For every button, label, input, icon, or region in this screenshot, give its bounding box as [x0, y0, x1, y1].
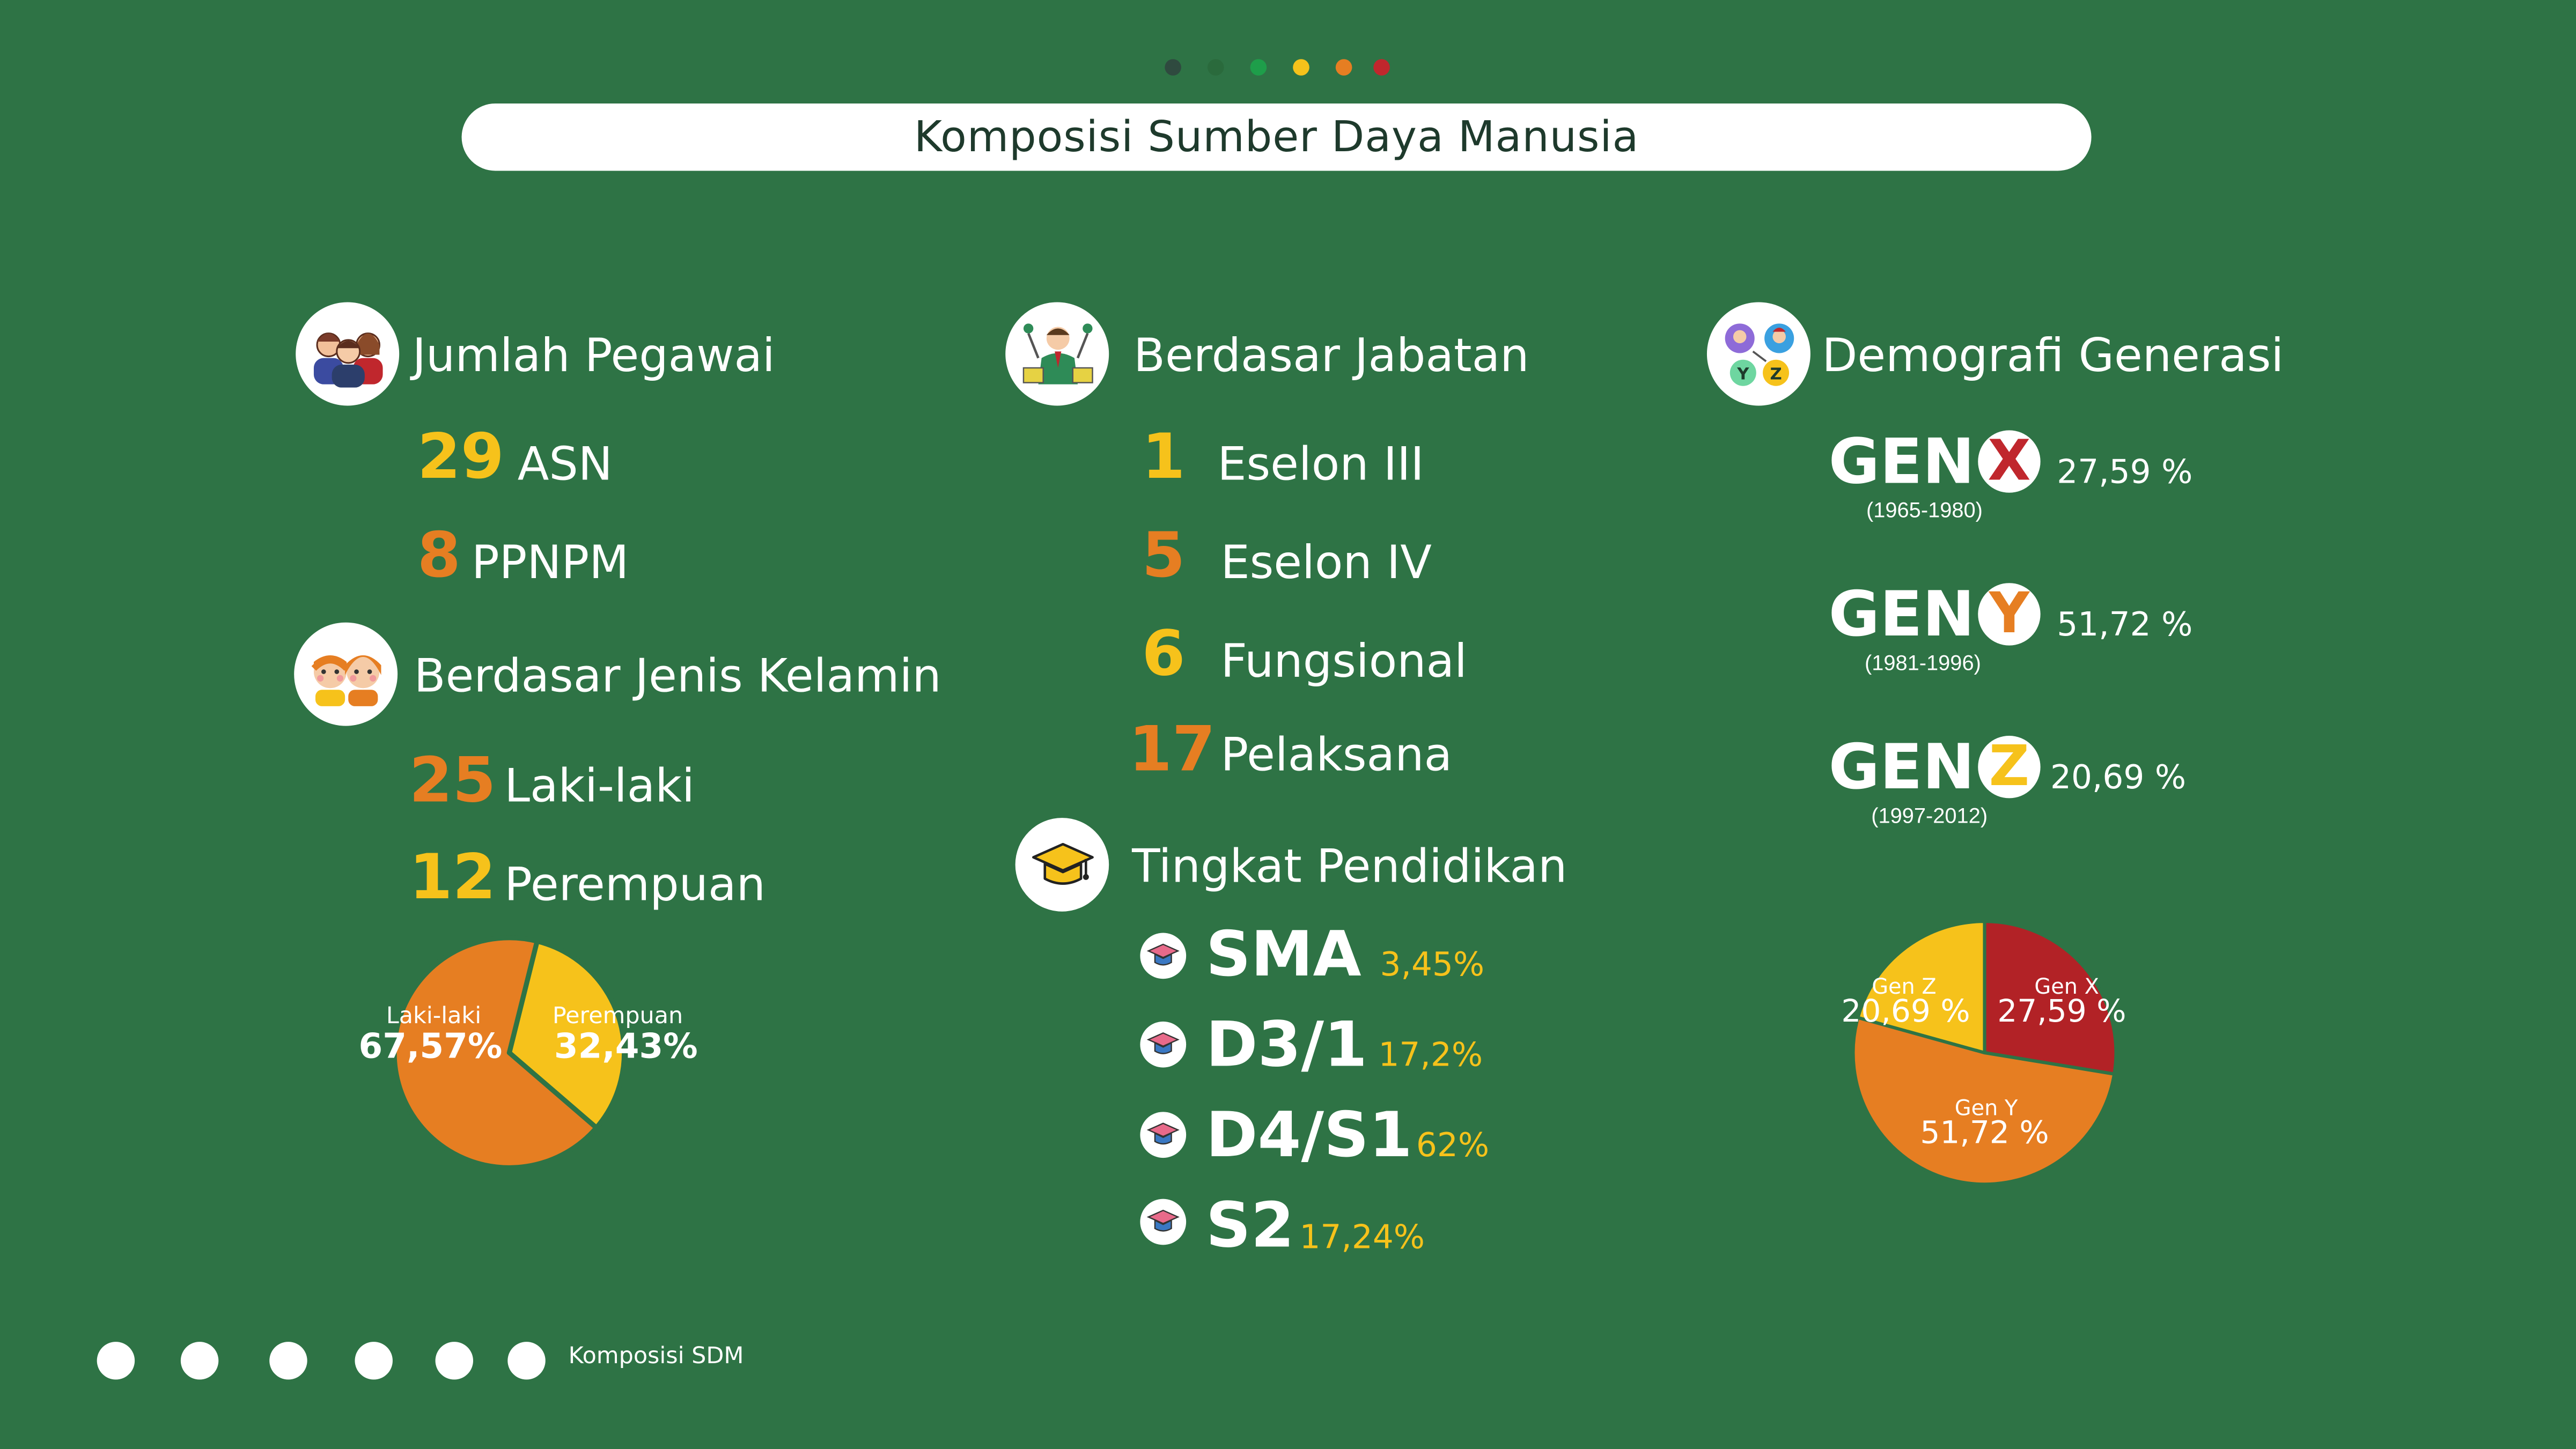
footer-label: Komposisi SDM [568, 1343, 744, 1370]
slice-value-laki-laki: 67,57% [358, 1026, 502, 1066]
jabatan-heading: Berdasar Jabatan [1134, 328, 1529, 383]
edu-level-s2: S2 [1205, 1189, 1294, 1261]
footer-dot [97, 1342, 135, 1380]
eselon-iii-count: 1 [1142, 420, 1186, 493]
cap-bullet-icon [1140, 1199, 1187, 1245]
generations-icon: Y Z [1706, 302, 1810, 406]
slice-value-gen-y: 51,72 % [1920, 1114, 2049, 1151]
pie-slice-gen-z [1856, 920, 1986, 1055]
graduation-cap-icon [1015, 818, 1109, 912]
asn-label: ASN [517, 437, 613, 491]
footer-dot [180, 1342, 219, 1380]
perempuan-count: 12 [409, 841, 496, 913]
pie-slice-gen-x [1983, 920, 2118, 1076]
pie-slice-perempuan [506, 938, 627, 1130]
pie-slice-laki-laki [392, 935, 599, 1171]
top-dot [1207, 59, 1224, 76]
page-title: Komposisi Sumber Daya Manusia [914, 112, 1639, 162]
generasi-heading: Demografi Generasi [1822, 328, 2284, 383]
eselon-iv-count: 5 [1142, 519, 1186, 592]
ppnpm-label: PPNPM [471, 535, 629, 590]
footer-dot [269, 1342, 307, 1380]
gen-y-badge: Y [1978, 583, 2041, 646]
edu-pct-s2: 17,24% [1299, 1217, 1425, 1256]
gen-z-word: GEN [1828, 730, 1975, 803]
fungsional-label: Fungsional [1220, 634, 1467, 689]
gen-z-years: (1997-2012) [1871, 803, 1988, 828]
eselon-iv-label: Eselon IV [1220, 535, 1432, 590]
perempuan-label: Perempuan [504, 857, 766, 912]
jenis-kelamin-heading: Berdasar Jenis Kelamin [414, 648, 941, 703]
top-dot [1293, 59, 1309, 76]
gen-y-years: (1981-1996) [1864, 650, 1981, 675]
slice-label-gen-y: Gen Y [1955, 1096, 2018, 1120]
gen-z-percent: 20,69 % [2050, 757, 2187, 797]
edu-pct-sma: 3,45% [1380, 944, 1485, 984]
edu-pct-d4-s1: 62% [1416, 1125, 1490, 1165]
gen-x-years: (1965-1980) [1866, 497, 1983, 522]
people-group-icon [296, 302, 400, 406]
cap-bullet-icon [1140, 1021, 1187, 1068]
top-dot [1165, 59, 1181, 76]
footer-dot [355, 1342, 393, 1380]
footer-dot [507, 1342, 546, 1380]
pendidikan-heading: Tingkat Pendidikan [1132, 839, 1567, 893]
title-bar: Komposisi Sumber Daya Manusia [461, 103, 2092, 171]
gen-y-word: GEN [1828, 578, 1975, 650]
gen-x-percent: 27,59 % [2057, 452, 2193, 491]
cap-bullet-icon [1140, 933, 1187, 979]
cap-bullet-icon [1140, 1112, 1187, 1158]
boy-girl-icon [294, 622, 398, 726]
edu-level-d4-s1: D4/S1 [1205, 1098, 1412, 1171]
gen-x-badge: X [1978, 430, 2041, 493]
gen-y-percent: 51,72 % [2057, 604, 2193, 644]
slice-label-gen-x: Gen X [2034, 974, 2099, 999]
gen-x-word: GEN [1828, 425, 1975, 498]
ppnpm-count: 8 [417, 519, 461, 592]
slice-label-perempuan: Perempuan [553, 1002, 683, 1029]
pelaksana-label: Pelaksana [1220, 727, 1453, 782]
edu-pct-d3: 17,2% [1378, 1034, 1483, 1074]
svg-text:Y: Y [1736, 364, 1749, 383]
edu-level-d3: D3/1 [1205, 1008, 1367, 1081]
top-dot [1335, 59, 1352, 76]
slice-label-laki-laki: Laki-laki [386, 1002, 481, 1029]
official-position-icon [1005, 302, 1109, 406]
top-dot [1373, 59, 1390, 76]
edu-level-sma: SMA [1205, 918, 1361, 990]
laki-laki-count: 25 [409, 744, 496, 817]
fungsional-count: 6 [1142, 617, 1186, 690]
jumlah-pegawai-heading: Jumlah Pegawai [412, 328, 775, 383]
gen-z-badge: Z [1978, 736, 2041, 799]
asn-count: 29 [417, 420, 504, 493]
pie-slice-gen-y [1851, 1016, 2116, 1186]
generation-pie-chart: Gen Z20,69 % Gen X27,59 % Gen Y51,72 % [1841, 920, 2126, 1186]
laki-laki-label: Laki-laki [504, 758, 695, 813]
top-dot [1250, 59, 1267, 76]
pelaksana-count: 17 [1128, 713, 1216, 785]
slice-value-gen-z: 20,69 % [1841, 993, 1970, 1029]
svg-text:Z: Z [1769, 364, 1781, 383]
slice-value-gen-x: 27,59 % [1997, 993, 2126, 1029]
slice-value-perempuan: 32,43% [554, 1026, 698, 1066]
footer-dot [435, 1342, 473, 1380]
slice-label-gen-z: Gen Z [1872, 974, 1936, 999]
eselon-iii-label: Eselon III [1217, 437, 1424, 491]
